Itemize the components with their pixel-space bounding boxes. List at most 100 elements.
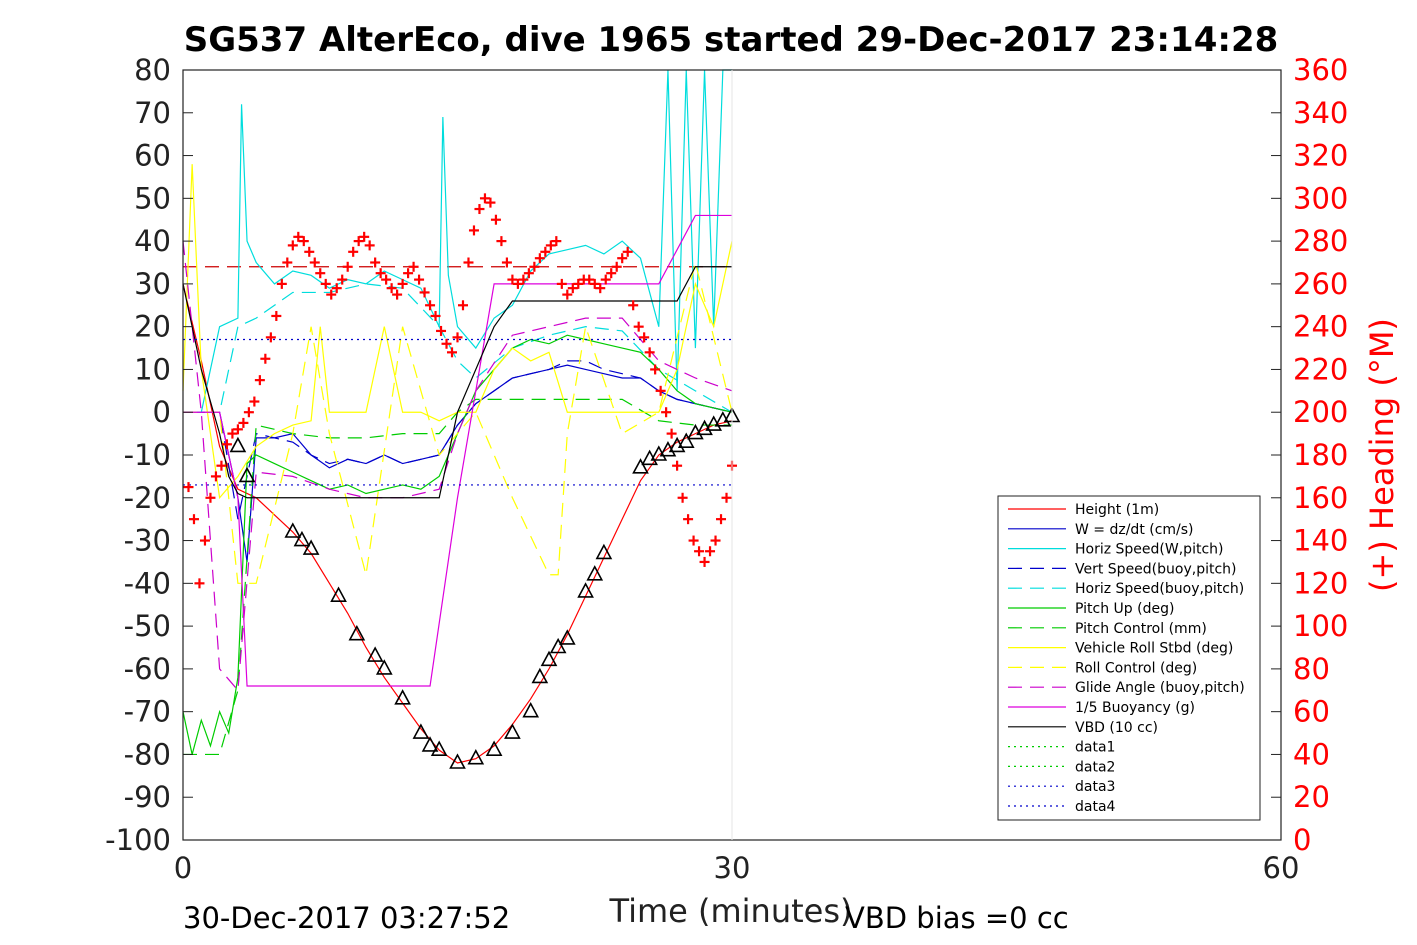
heading-point xyxy=(249,396,260,407)
heading-point xyxy=(463,257,474,268)
legend-label: Height (1m) xyxy=(1075,502,1159,518)
right-tick-label: 40 xyxy=(1293,737,1330,771)
heading-point xyxy=(551,236,562,247)
left-tick-label: -70 xyxy=(124,695,171,729)
heading-point xyxy=(243,407,254,418)
depth-marker xyxy=(238,466,256,483)
heading-point xyxy=(573,278,584,289)
depth-marker xyxy=(366,646,384,662)
heading-point xyxy=(661,407,672,418)
heading-point xyxy=(216,460,227,471)
chart-title: SG537 AlterEco, dive 1965 started 29-Dec… xyxy=(184,20,1279,60)
left-tick-label: -80 xyxy=(124,737,171,771)
legend: Height (1m) W = dz/dt (cm/s) Horiz Speed(W… xyxy=(997,495,1261,821)
left-axis: 80 70 60 50 40 30 20 10 0 -10 -20 -30 -40 -50 -60 -70 -8… xyxy=(105,53,1281,857)
heading-point xyxy=(600,274,611,285)
heading-point xyxy=(364,240,375,251)
depth-marker xyxy=(293,530,311,547)
footer-vbd-bias: VBD bias =0 cc xyxy=(845,901,1069,935)
x-axis: 0 30 60 xyxy=(174,70,1300,885)
heading-point xyxy=(392,289,403,300)
heading-point xyxy=(468,225,479,236)
heading-point xyxy=(683,514,694,525)
series-line-pitch-up-deg xyxy=(182,334,733,755)
legend-label: Horiz Speed(W,pitch) xyxy=(1075,542,1223,558)
heading-point xyxy=(595,283,606,294)
legend-entry-pitch-control-mm: Pitch Control (mm) xyxy=(1008,621,1207,637)
depth-marker xyxy=(595,543,613,560)
right-tick-label: 180 xyxy=(1293,438,1348,472)
heading-point xyxy=(716,514,727,525)
heading-point xyxy=(320,278,331,289)
heading-point xyxy=(512,278,523,289)
depth-marker xyxy=(284,522,302,538)
x-tick-label: 60 xyxy=(1263,851,1300,885)
heading-point xyxy=(353,236,364,247)
depth-marker xyxy=(577,582,594,598)
right-tick-label: 280 xyxy=(1293,224,1348,258)
series-line-1-5-buoyancy-g xyxy=(183,214,732,687)
legend-label: data2 xyxy=(1075,759,1115,775)
left-tick-label: -60 xyxy=(124,652,171,686)
right-tick-label: 220 xyxy=(1293,352,1348,386)
heading-point xyxy=(672,460,683,471)
footer-timestamp: 30-Dec-2017 03:27:52 xyxy=(183,901,510,935)
left-tick-label: 40 xyxy=(134,224,171,258)
legend-label: Pitch Up (deg) xyxy=(1075,601,1174,617)
legend-label: Vehicle Roll Stbd (deg) xyxy=(1075,641,1233,657)
depth-marker xyxy=(677,432,695,448)
heading-point xyxy=(507,274,518,285)
left-tick-label: 50 xyxy=(134,181,171,215)
right-tick-label: 260 xyxy=(1293,267,1348,301)
legend-entry-vert-speed-buoy-pitch: Vert Speed(buoy,pitch) xyxy=(1008,561,1237,577)
heading-point xyxy=(238,417,249,428)
heading-point xyxy=(589,278,600,289)
heading-point xyxy=(688,535,699,546)
heading-point xyxy=(490,214,501,225)
heading-point xyxy=(534,253,545,264)
legend-entry-vehicle-roll-stbd-deg: Vehicle Roll Stbd (deg) xyxy=(1008,641,1233,657)
heading-point xyxy=(326,289,337,300)
heading-point xyxy=(694,546,705,557)
right-axis: 3603403203002802602402202001801601401201… xyxy=(1293,53,1348,857)
heading-point xyxy=(282,257,293,268)
left-tick-label: 0 xyxy=(153,395,171,429)
heading-point xyxy=(562,289,573,300)
right-tick-label: 140 xyxy=(1293,524,1348,558)
heading-point xyxy=(655,385,666,396)
heading-point xyxy=(666,428,677,439)
legend-label: Glide Angle (buoy,pitch) xyxy=(1075,680,1245,696)
heading-point xyxy=(540,246,551,257)
heading-point xyxy=(342,261,353,272)
heading-point xyxy=(227,428,238,439)
depth-marker xyxy=(558,629,576,645)
right-tick-label: 20 xyxy=(1293,780,1330,814)
left-tick-label: -90 xyxy=(124,780,171,814)
heading-point xyxy=(633,321,644,332)
heading-point xyxy=(677,492,688,503)
right-tick-label: 100 xyxy=(1293,609,1348,643)
legend-entry-data1: data1 xyxy=(1008,740,1115,756)
legend-entry-pitch-up-deg: Pitch Up (deg) xyxy=(1008,601,1174,617)
depth-marker xyxy=(421,736,439,752)
right-axis-label: (+) Heading (°M) xyxy=(1363,318,1401,592)
heading-point xyxy=(370,257,381,268)
depth-marker xyxy=(504,723,521,739)
depth-marker xyxy=(632,458,649,474)
depth-marker xyxy=(586,565,604,581)
heading-point xyxy=(699,556,710,567)
left-tick-label: 20 xyxy=(134,310,171,344)
heading-point xyxy=(359,231,370,242)
left-tick-label: 30 xyxy=(134,267,171,301)
series-line-roll-control-deg xyxy=(183,262,733,584)
depth-marker xyxy=(394,689,411,705)
right-tick-label: 120 xyxy=(1293,566,1348,600)
series-line-pitch-control-mm xyxy=(183,398,732,756)
heading-point xyxy=(721,492,732,503)
left-tick-label: -50 xyxy=(124,609,171,643)
legend-entry-w-dz-dt-cm-s: W = dz/dt (cm/s) xyxy=(1008,522,1194,538)
heading-point xyxy=(436,325,447,336)
heading-point xyxy=(496,236,507,247)
heading-point xyxy=(381,274,392,285)
depth-marker xyxy=(449,753,466,769)
